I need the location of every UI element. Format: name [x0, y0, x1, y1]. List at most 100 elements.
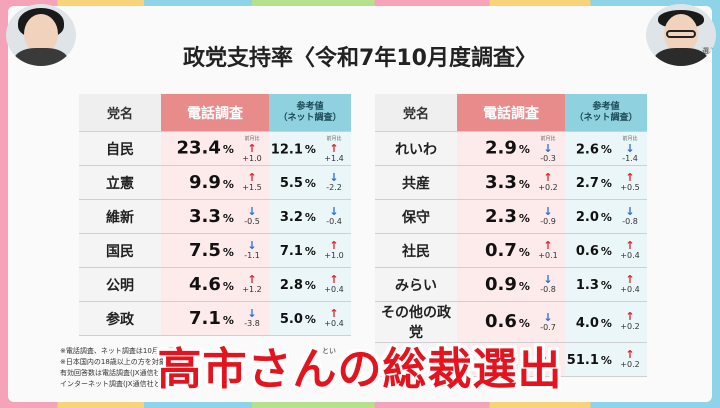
header-party: 党名 [375, 94, 457, 132]
table-row: 保守 2.3% ↓ -0.9 2.0% ↓ -0.8 [375, 200, 647, 234]
percent-sign: % [600, 279, 612, 293]
change-indicator: 前月比 ↑ +1.4 [321, 134, 347, 164]
arrow-up-icon: ↑ [625, 347, 635, 361]
corner-text: 選ぶ [702, 47, 716, 55]
change-value: -0.8 [622, 216, 638, 226]
net-value: 4.0 [575, 315, 599, 331]
table-row: 維新 3.3% ↓ -0.5 3.2% ↓ -0.4 [79, 200, 351, 234]
party-name [375, 343, 457, 377]
arrow-up-icon: ↑ [625, 272, 635, 286]
change-value: -1.1 [244, 251, 260, 261]
header-net-line2: （ネット調査） [574, 112, 638, 123]
table-row: 国民 7.5% ↓ -1.1 7.1% ↑ +1.0 [79, 234, 351, 268]
percent-sign: % [222, 245, 234, 259]
net-value: 0.6 [575, 244, 599, 260]
presenter-face [24, 14, 58, 54]
arrow-up-icon: ↑ [543, 171, 553, 185]
percent-sign: % [304, 279, 316, 293]
arrow-up-icon: ↑ [625, 170, 635, 184]
change-value: -0.3 [540, 153, 556, 163]
table-row: 立憲 9.9% ↑ +1.5 5.5% ↓ -2.2 [79, 166, 351, 200]
phone-cell: 2.9% 前月比 ↓ -0.3 [457, 132, 565, 166]
net-value: 2.6 [575, 142, 599, 157]
header-net-line1: 参考値 [592, 101, 620, 112]
arrow-up-icon: ↑ [247, 141, 257, 155]
change-indicator: ↑ +1.5 [239, 172, 265, 193]
change-label: 前月比 [540, 135, 556, 142]
phone-cell: 23.4% 前月比 ↑ +1.0 [161, 132, 269, 166]
arrow-down-icon: ↓ [247, 205, 257, 219]
phone-cell: 4.4 [457, 343, 565, 377]
caption-overlay: 高市さんの総裁選出 [157, 344, 563, 395]
net-cell: 5.0% ↑ +0.4 [269, 302, 351, 336]
percent-sign: % [304, 211, 316, 225]
change-value: 4.4 [541, 355, 555, 365]
percent-sign: % [600, 354, 612, 368]
net-cell: 4.0% ↑ +0.2 [565, 302, 647, 343]
phone-cell: 4.6% ↑ +1.2 [161, 268, 269, 302]
percent-sign: % [518, 245, 530, 259]
change-label: 前月比 [244, 135, 260, 142]
change-indicator: ↑ +0.5 [617, 170, 643, 193]
net-cell: 2.6% 前月比 ↓ -1.4 [565, 132, 647, 166]
change-value: +1.5 [242, 183, 262, 193]
net-cell: 2.7% ↑ +0.5 [565, 166, 647, 200]
change-indicator: 前月比 ↓ -0.3 [535, 134, 561, 164]
change-indicator: ↓ -0.8 [535, 274, 561, 295]
arrow-down-icon: ↓ [329, 170, 339, 184]
percent-sign: % [518, 177, 530, 191]
phone-value: 7.5 [188, 239, 221, 261]
table-row: 共産 3.3% ↑ +0.2 2.7% ↑ +0.5 [375, 166, 647, 200]
header-phone: 電話調査 [457, 94, 565, 132]
percent-sign: % [222, 211, 234, 225]
arrow-up-icon: ↑ [247, 273, 257, 287]
phone-value: 7.1 [188, 307, 221, 329]
percent-sign: % [222, 177, 234, 191]
change-indicator: ↑ +1.0 [321, 240, 347, 261]
change-indicator: ↑ +0.2 [617, 310, 643, 332]
table-row: その他の政党 0.6% ↓ -0.7 4.0% ↑ +0.2 [375, 302, 647, 343]
change-indicator: ↓ -0.8 [617, 206, 643, 227]
phone-cell: 3.3% ↑ +0.2 [457, 166, 565, 200]
arrow-down-icon: ↓ [543, 205, 553, 219]
phone-cell: 0.9% ↓ -0.8 [457, 268, 565, 302]
net-cell: 2.0% ↓ -0.8 [565, 200, 647, 234]
party-name: 国民 [79, 234, 161, 268]
arrow-up-icon: ↑ [625, 310, 635, 324]
phone-value: 2.9 [484, 137, 517, 158]
arrow-down-icon: ↓ [247, 307, 257, 321]
change-indicator: ↑ +0.4 [321, 274, 347, 295]
net-value: 5.0 [279, 312, 303, 328]
party-name: みらい [375, 268, 457, 302]
party-name: 自民 [79, 132, 161, 166]
change-label: 前月比 [326, 135, 342, 142]
table-row: 自民 23.4% 前月比 ↑ +1.0 12.1% 前月比 ↑ +1.4 [79, 132, 351, 166]
change-indicator: 4.4 [535, 356, 561, 366]
change-value: -0.4 [326, 216, 342, 226]
change-value: -3.8 [244, 319, 260, 329]
change-indicator: ↓ -1.1 [239, 240, 265, 261]
net-cell: 7.1% ↑ +1.0 [269, 234, 351, 268]
phone-value: 0.6 [484, 311, 517, 333]
percent-sign: % [518, 317, 530, 331]
percent-sign: % [222, 313, 234, 327]
net-cell: 12.1% 前月比 ↑ +1.4 [269, 132, 351, 166]
net-cell: 51.1% ↑ +0.2 [565, 343, 647, 377]
header-phone: 電話調査 [161, 94, 269, 132]
change-value: +1.0 [242, 153, 262, 163]
change-value: +0.2 [538, 183, 558, 193]
header-party: 党名 [79, 94, 161, 132]
party-name: 維新 [79, 200, 161, 234]
change-value: -1.4 [622, 153, 638, 163]
change-value: -2.2 [326, 182, 342, 192]
arrow-down-icon: ↓ [543, 141, 553, 155]
support-table-left: 党名 電話調査 参考値 （ネット調査） 自民 23.4% 前月比 ↑ +1.0 12.1%… [79, 94, 351, 336]
phone-value: 4.6 [188, 273, 221, 295]
presenter-body [654, 48, 708, 66]
table-body: 自民 23.4% 前月比 ↑ +1.0 12.1% 前月比 ↑ +1.4 立憲 9.9% ↑ +1… [79, 132, 351, 336]
footnote-line: 有効回答数は電話調査(JX通信社 [60, 369, 161, 377]
percent-sign: % [304, 143, 316, 156]
phone-cell: 9.9% ↑ +1.5 [161, 166, 269, 200]
presenter-body [14, 48, 68, 66]
percent-sign: % [600, 211, 612, 225]
